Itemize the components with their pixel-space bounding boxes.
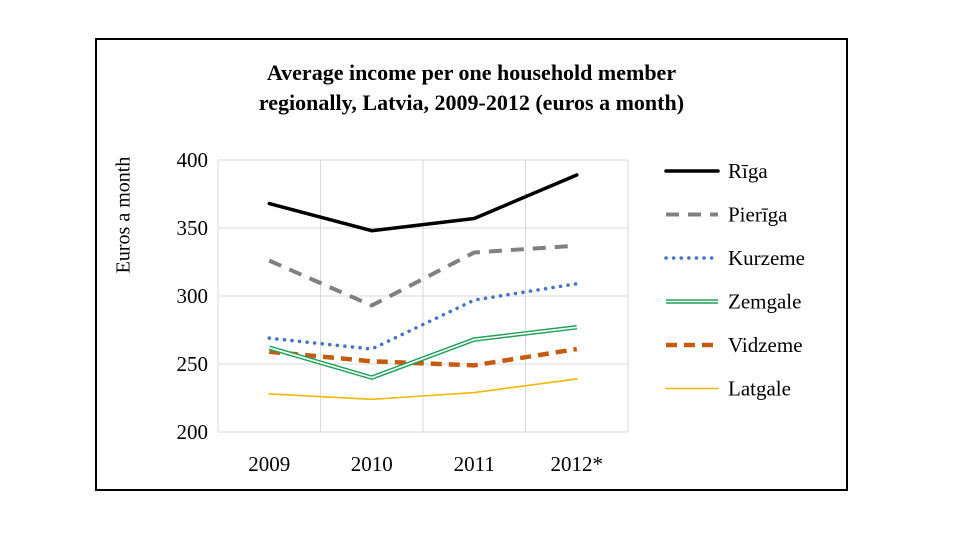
legend-label-rga: Rīga xyxy=(728,159,768,183)
series-line-kurzeme xyxy=(267,282,579,351)
chart-title-line-1: Average income per one household member xyxy=(266,60,677,85)
legend-label-vidzeme: Vidzeme xyxy=(728,333,803,357)
legend-label-zemgale: Zemgale xyxy=(728,290,801,314)
legend-label-kurzeme: Kurzeme xyxy=(728,246,805,270)
chart-title: Average income per one household member … xyxy=(95,58,848,118)
x-tick-label: 2010 xyxy=(351,452,393,476)
x-tick-label: 2009 xyxy=(248,452,290,476)
x-tick-label: 2011 xyxy=(454,452,495,476)
series-line-rga xyxy=(267,173,579,233)
y-tick-label: 350 xyxy=(177,216,209,240)
series-line-pierga xyxy=(268,243,577,308)
series-line-latgale xyxy=(268,378,578,401)
x-tick-label: 2012* xyxy=(551,452,604,476)
chart-frame xyxy=(95,38,848,491)
series-line-zemgale-inner xyxy=(269,326,577,379)
series-line-vidzeme xyxy=(269,346,578,368)
y-tick-label: 300 xyxy=(177,284,209,308)
chart-title-line-2: regionally, Latvia, 2009-2012 (euros a m… xyxy=(258,90,685,115)
legend-label-pierga: Pierīga xyxy=(728,203,788,227)
y-tick-label: 200 xyxy=(177,420,209,444)
y-tick-label: 250 xyxy=(177,352,209,376)
legend-label-latgale: Latgale xyxy=(728,377,791,401)
y-tick-label: 400 xyxy=(177,148,209,172)
